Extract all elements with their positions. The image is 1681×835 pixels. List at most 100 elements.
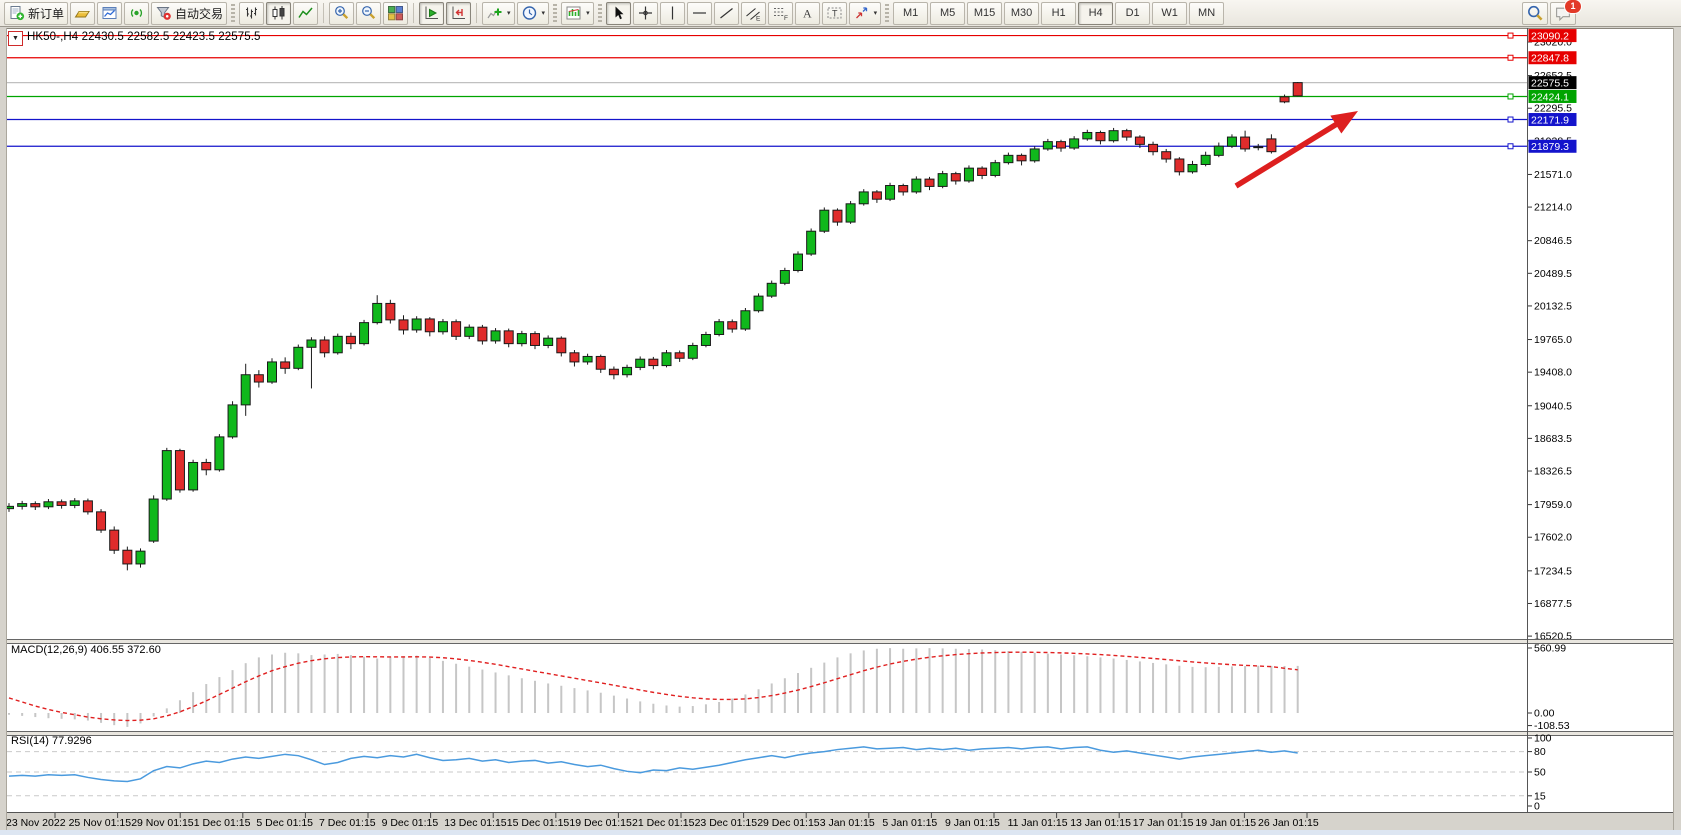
level-handle[interactable]: [1507, 93, 1514, 100]
text-button[interactable]: A: [794, 1, 820, 25]
bar-chart-button[interactable]: [239, 1, 265, 25]
text-label-button[interactable]: T: [821, 1, 847, 25]
trendline-button[interactable]: [713, 1, 739, 25]
vertical-line-button[interactable]: [659, 1, 685, 25]
line-chart-button[interactable]: [293, 1, 319, 25]
auto-scroll-button[interactable]: [419, 1, 445, 25]
auto-scroll-icon: [423, 5, 440, 21]
price-axis-label: 22295.5: [1534, 103, 1572, 115]
candle-body: [766, 282, 777, 297]
timeframe-h1-button[interactable]: H1: [1041, 1, 1077, 25]
data-window-button[interactable]: [97, 1, 123, 25]
dropdown-caret-icon[interactable]: ▾: [873, 10, 878, 17]
candle-body: [924, 178, 935, 187]
search-button[interactable]: [1522, 1, 1548, 25]
time-axis-label: 11 Jan 01:15: [1008, 817, 1068, 829]
fibonacci-button[interactable]: F: [767, 1, 793, 25]
equidistant-channel-button[interactable]: E: [740, 1, 766, 25]
zoom-out-button[interactable]: [356, 1, 382, 25]
candle-body: [1240, 136, 1251, 150]
horizontal-line-button[interactable]: [686, 1, 712, 25]
timeframe-m5-button[interactable]: M5: [930, 1, 966, 25]
text-icon: A: [799, 5, 816, 21]
macd-indicator-label: MACD(12,26,9) 406.55 372.60: [11, 644, 161, 656]
timeframe-m15-button[interactable]: M15: [967, 1, 1003, 25]
cursor-button[interactable]: [605, 1, 631, 25]
vline-icon: [664, 5, 681, 21]
chart-profiles-button[interactable]: [70, 1, 96, 25]
one-click-trading-toggle[interactable]: ▼: [8, 31, 23, 46]
candle-body: [293, 346, 304, 369]
tile-windows-button[interactable]: [383, 1, 409, 25]
new-order-button[interactable]: 新订单: [4, 1, 69, 25]
svg-text:E: E: [756, 16, 761, 22]
price-axis[interactable]: 23020.022652.522295.521938.521571.021214…: [1527, 37, 1572, 643]
autotrading-button[interactable]: 自动交易: [151, 1, 228, 25]
indicators-button[interactable]: ▾: [482, 1, 515, 25]
candle-body: [82, 500, 93, 513]
level-handle[interactable]: [1507, 54, 1514, 61]
arrows-button[interactable]: ▾: [848, 1, 882, 25]
price-axis-label: 21571.0: [1534, 169, 1572, 181]
macd-signal-line: [8, 651, 1298, 722]
price-level-badge-label: 22575.5: [1531, 77, 1569, 89]
timeframe-m30-button[interactable]: M30: [1004, 1, 1040, 25]
price-axis-label: 19765.0: [1534, 334, 1572, 346]
dropdown-caret-icon[interactable]: ▾: [586, 10, 590, 17]
candle-body: [635, 358, 646, 368]
timeframe-m15-button-label: M15: [973, 7, 996, 19]
candle-body: [1121, 130, 1132, 138]
candle-body: [69, 500, 80, 506]
level-handle[interactable]: [1507, 116, 1514, 123]
timeframe-m5-button-label: M5: [939, 7, 956, 19]
candle-body: [779, 270, 790, 284]
panel-splitter[interactable]: [6, 732, 1674, 735]
time-axis[interactable]: 23 Nov 2022 25 Nov 01:15 29 Nov 01:15 1 Dec…: [6, 813, 1319, 829]
level-handle[interactable]: [1507, 143, 1514, 150]
candle-body: [871, 191, 882, 200]
crosshair-button[interactable]: [632, 1, 658, 25]
time-axis-label: 23 Dec 01:15: [695, 817, 758, 829]
hline-icon: [691, 5, 708, 21]
candle-body: [319, 339, 330, 354]
templates-button[interactable]: ▾: [561, 1, 594, 25]
price-level-badge-label: 21879.3: [1531, 141, 1569, 153]
timeframe-m1-button[interactable]: M1: [893, 1, 929, 25]
dropdown-caret-icon[interactable]: ▾: [507, 10, 511, 17]
timeframe-h4-button[interactable]: H4: [1078, 1, 1114, 25]
candle-body: [437, 321, 448, 333]
candle-body: [359, 322, 370, 345]
trade-group: 新订单 自动交易: [3, 0, 228, 26]
timeframe-d1-button[interactable]: D1: [1115, 1, 1151, 25]
zoom-in-button[interactable]: [329, 1, 355, 25]
trend-arrow-annotation[interactable]: [1234, 111, 1358, 189]
candle-body: [1187, 163, 1198, 173]
dropdown-caret-icon[interactable]: ▾: [541, 10, 546, 17]
candle-body: [1213, 145, 1224, 156]
timeframe-w1-button-label: W1: [1161, 7, 1178, 19]
panel-splitter[interactable]: [6, 640, 1674, 643]
channel-icon: E: [745, 5, 762, 21]
notifications-button[interactable]: 1: [1550, 0, 1582, 25]
templates-group: ▾: [560, 0, 595, 26]
svg-text:T: T: [832, 9, 838, 19]
candle-body: [1056, 141, 1066, 149]
candle-body: [569, 352, 580, 363]
timeframe-w1-button[interactable]: W1: [1152, 1, 1188, 25]
periods-button[interactable]: ▾: [516, 1, 550, 25]
chart-window-icon: [101, 5, 118, 21]
level-handle[interactable]: [1507, 32, 1514, 39]
candle-body: [608, 368, 619, 376]
candle-body: [819, 209, 830, 232]
timeframe-mn-button[interactable]: MN: [1189, 1, 1225, 25]
notification-badge: 1: [1564, 0, 1582, 14]
candle-body: [1042, 141, 1053, 150]
signals-button[interactable]: [124, 1, 150, 25]
chart-shift-button[interactable]: [446, 1, 472, 25]
candlestick-button[interactable]: [266, 1, 292, 25]
macd-axis[interactable]: 560.99 0.00-108.53: [1527, 643, 1570, 733]
time-axis-label: 9 Dec 01:15: [382, 817, 439, 829]
arrows-icon: [853, 5, 870, 21]
